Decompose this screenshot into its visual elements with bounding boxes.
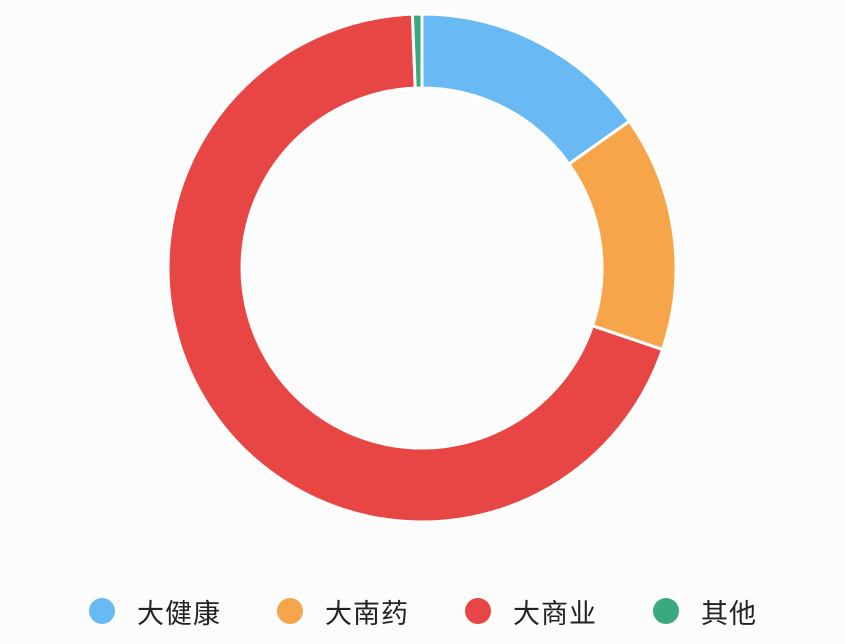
legend-label-4: 其他 bbox=[701, 598, 757, 630]
legend-item-3: 大商业 bbox=[465, 592, 597, 631]
legend-label-3: 大商业 bbox=[513, 598, 597, 630]
legend-item-2: 大南药 bbox=[277, 592, 409, 631]
legend-marker-3 bbox=[465, 598, 491, 624]
legend-item-4: 其他 bbox=[653, 592, 757, 631]
legend-marker-2 bbox=[277, 598, 303, 624]
donut-slice-4 bbox=[410, 12, 424, 90]
donut-slices bbox=[166, 12, 678, 524]
chart-legend: 大健康 大南药 大商业 其他 bbox=[0, 586, 846, 636]
legend-item-1: 大健康 bbox=[89, 592, 221, 631]
legend-marker-4 bbox=[653, 598, 679, 624]
donut-slice-3 bbox=[166, 12, 665, 524]
legend-marker-1 bbox=[89, 598, 115, 624]
legend-label-2: 大南药 bbox=[325, 598, 409, 630]
legend-label-1: 大健康 bbox=[137, 598, 221, 630]
donut-chart bbox=[166, 12, 678, 524]
donut-slice-2 bbox=[567, 119, 678, 352]
